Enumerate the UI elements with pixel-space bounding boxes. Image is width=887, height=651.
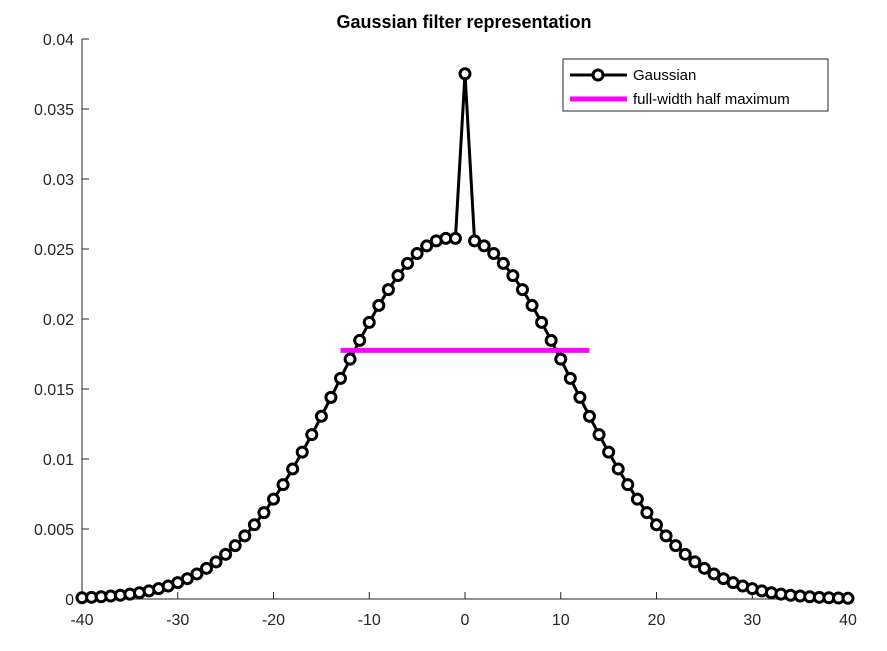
gaussian-point bbox=[343, 352, 357, 366]
gaussian-point bbox=[496, 256, 510, 270]
gaussian-point bbox=[640, 506, 654, 520]
gaussian-point bbox=[180, 572, 194, 586]
gaussian-point bbox=[305, 428, 319, 442]
gaussian-point bbox=[257, 506, 271, 520]
gaussian-point bbox=[468, 234, 482, 248]
gaussian-point bbox=[621, 478, 635, 492]
legend-gaussian-label: Gaussian bbox=[633, 67, 696, 84]
y-tick-label: 0.025 bbox=[34, 242, 74, 259]
gaussian-point bbox=[190, 567, 204, 581]
gaussian-point bbox=[401, 256, 415, 270]
x-tick-label: 20 bbox=[648, 612, 666, 629]
y-tick-label: 0 bbox=[65, 592, 74, 609]
legend-fwhm-label: full-width half maximum bbox=[633, 91, 790, 108]
legend: Gaussian full-width half maximum bbox=[562, 58, 829, 112]
y-tick-label: 0.035 bbox=[34, 102, 74, 119]
gaussian-point bbox=[515, 283, 529, 297]
x-tick-label: -10 bbox=[358, 612, 381, 629]
gaussian-point bbox=[295, 445, 309, 459]
gaussian-point bbox=[286, 462, 300, 476]
gaussian-point bbox=[381, 283, 395, 297]
gaussian-point bbox=[611, 462, 625, 476]
legend-box bbox=[562, 58, 829, 112]
gaussian-point bbox=[707, 567, 721, 581]
gaussian-point bbox=[669, 539, 683, 553]
gaussian-point bbox=[458, 67, 472, 81]
chart-title: Gaussian filter representation bbox=[336, 12, 591, 32]
gaussian-point bbox=[678, 547, 692, 561]
gaussian-point bbox=[276, 478, 290, 492]
gaussian-point bbox=[525, 298, 539, 312]
x-tick-label: -40 bbox=[70, 612, 93, 629]
gaussian-point bbox=[199, 561, 213, 575]
gaussian-point bbox=[420, 239, 434, 253]
x-tick-label: 30 bbox=[743, 612, 761, 629]
gaussian-point bbox=[247, 518, 261, 532]
gaussian-point bbox=[209, 555, 223, 569]
gaussian-point bbox=[391, 269, 405, 283]
gaussian-point bbox=[487, 246, 501, 260]
axes: -40 -30 -20 -10 0 10 20 30 40 0 0.005 0.01 0.015 0.02… bbox=[34, 32, 857, 629]
x-tick-label: 40 bbox=[839, 612, 857, 629]
gaussian-point bbox=[688, 555, 702, 569]
gaussian-point bbox=[592, 428, 606, 442]
gaussian-point bbox=[219, 547, 233, 561]
y-tick-label: 0.005 bbox=[34, 522, 74, 539]
y-tick-label: 0.04 bbox=[43, 32, 74, 49]
gaussian-point bbox=[659, 529, 673, 543]
y-tick-label: 0.01 bbox=[43, 452, 74, 469]
gaussian-point bbox=[362, 315, 376, 329]
gaussian-point bbox=[238, 529, 252, 543]
gaussian-point bbox=[324, 390, 338, 404]
gaussian-point bbox=[573, 390, 587, 404]
gaussian-point bbox=[544, 333, 558, 347]
y-tick-label: 0.03 bbox=[43, 172, 74, 189]
gaussian-point bbox=[554, 352, 568, 366]
gaussian-point bbox=[563, 371, 577, 385]
gaussian-point bbox=[697, 561, 711, 575]
gaussian-point bbox=[314, 409, 328, 423]
gaussian-point bbox=[334, 371, 348, 385]
gaussian-point bbox=[448, 231, 462, 245]
gaussian-point bbox=[228, 539, 242, 553]
gaussian-line bbox=[81, 72, 849, 600]
gaussian-point bbox=[506, 269, 520, 283]
y-tick-label: 0.02 bbox=[43, 312, 74, 329]
gaussian-point bbox=[477, 239, 491, 253]
gaussian-point bbox=[841, 591, 855, 605]
legend-gaussian-marker bbox=[591, 68, 605, 82]
x-tick-label: -30 bbox=[166, 612, 189, 629]
gaussian-markers bbox=[75, 67, 855, 605]
x-tick-label: 10 bbox=[552, 612, 570, 629]
gaussian-point bbox=[372, 298, 386, 312]
gaussian-point bbox=[650, 518, 663, 532]
x-tick-label: -20 bbox=[262, 612, 285, 629]
gaussian-point bbox=[582, 409, 596, 423]
gaussian-point bbox=[353, 333, 367, 347]
y-tick-label: 0.015 bbox=[34, 382, 74, 399]
gaussian-point bbox=[602, 445, 616, 459]
series-lines bbox=[81, 72, 849, 600]
x-tick-label: 0 bbox=[461, 612, 470, 629]
gaussian-point bbox=[535, 315, 549, 329]
gaussian-point bbox=[410, 246, 424, 260]
gaussian-point bbox=[267, 492, 280, 506]
gaussian-point bbox=[630, 492, 644, 506]
